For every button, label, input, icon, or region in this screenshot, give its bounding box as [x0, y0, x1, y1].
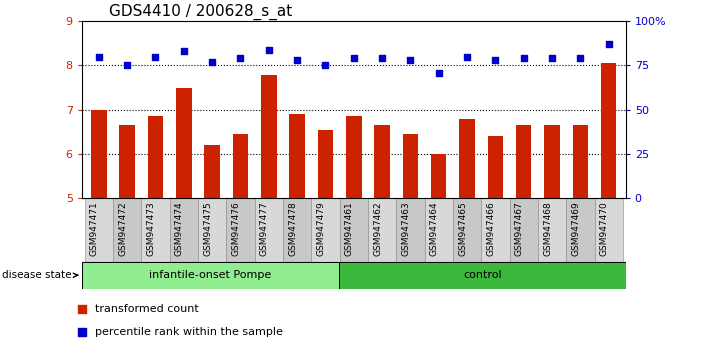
Bar: [85, 198, 113, 262]
Text: GSM947473: GSM947473: [146, 201, 156, 256]
Point: [405, 57, 416, 63]
Bar: [453, 198, 481, 262]
Point: [178, 48, 189, 54]
Bar: [232, 134, 248, 198]
Point: [603, 41, 614, 47]
Bar: [402, 134, 418, 198]
Bar: [255, 198, 283, 262]
Point: [348, 232, 359, 238]
Point: [518, 56, 530, 61]
Point: [376, 56, 387, 61]
Point: [93, 54, 105, 59]
Bar: [601, 63, 616, 198]
Text: percentile rank within the sample: percentile rank within the sample: [95, 327, 283, 337]
Bar: [566, 198, 594, 262]
Text: GSM947471: GSM947471: [90, 201, 99, 256]
Bar: [311, 198, 340, 262]
Bar: [572, 125, 588, 198]
Point: [292, 57, 303, 63]
Bar: [289, 114, 305, 198]
Bar: [82, 262, 339, 289]
Bar: [119, 125, 135, 198]
Bar: [368, 198, 396, 262]
Bar: [91, 110, 107, 198]
Point: [150, 54, 161, 59]
Bar: [339, 262, 626, 289]
Text: GSM947468: GSM947468: [543, 201, 552, 256]
Text: GSM947464: GSM947464: [429, 201, 439, 256]
Text: GSM947463: GSM947463: [402, 201, 410, 256]
Text: GSM947465: GSM947465: [458, 201, 467, 256]
Point: [490, 57, 501, 63]
Text: GSM947475: GSM947475: [203, 201, 212, 256]
Text: GSM947466: GSM947466: [486, 201, 496, 256]
Bar: [170, 198, 198, 262]
Point: [320, 63, 331, 68]
Bar: [459, 119, 475, 198]
Text: GSM947467: GSM947467: [515, 201, 524, 256]
Text: disease state: disease state: [1, 270, 77, 280]
Bar: [488, 136, 503, 198]
Bar: [226, 198, 255, 262]
Bar: [516, 125, 532, 198]
Bar: [544, 125, 560, 198]
Point: [433, 70, 444, 75]
Text: infantile-onset Pompe: infantile-onset Pompe: [149, 270, 272, 280]
Text: GSM947470: GSM947470: [599, 201, 609, 256]
Point: [235, 56, 246, 61]
Bar: [374, 125, 390, 198]
Bar: [283, 198, 311, 262]
Text: GSM947476: GSM947476: [231, 201, 240, 256]
Bar: [148, 116, 164, 198]
Text: GSM947478: GSM947478: [288, 201, 297, 256]
Point: [122, 63, 133, 68]
Point: [263, 47, 274, 52]
Point: [461, 54, 473, 59]
Text: GSM947472: GSM947472: [118, 201, 127, 256]
Bar: [204, 145, 220, 198]
Bar: [340, 198, 368, 262]
Bar: [538, 198, 566, 262]
Text: GSM947477: GSM947477: [260, 201, 269, 256]
Bar: [396, 198, 424, 262]
Point: [546, 56, 557, 61]
Point: [348, 23, 359, 29]
Bar: [481, 198, 510, 262]
Point: [348, 56, 359, 61]
Text: GSM947479: GSM947479: [316, 201, 326, 256]
Bar: [261, 75, 277, 198]
Bar: [176, 88, 191, 198]
Point: [206, 59, 218, 65]
Bar: [318, 130, 333, 198]
Text: GSM947469: GSM947469: [572, 201, 580, 256]
Text: GSM947474: GSM947474: [175, 201, 183, 256]
Text: GSM947462: GSM947462: [373, 201, 382, 256]
Point: [574, 56, 586, 61]
Text: GSM947461: GSM947461: [345, 201, 353, 256]
Bar: [346, 116, 361, 198]
Text: transformed count: transformed count: [95, 304, 199, 314]
Text: control: control: [464, 270, 502, 280]
Bar: [141, 198, 170, 262]
Text: GDS4410 / 200628_s_at: GDS4410 / 200628_s_at: [109, 4, 292, 20]
Bar: [424, 198, 453, 262]
Bar: [510, 198, 538, 262]
Bar: [198, 198, 226, 262]
Bar: [431, 154, 447, 198]
Bar: [113, 198, 141, 262]
Bar: [594, 198, 623, 262]
